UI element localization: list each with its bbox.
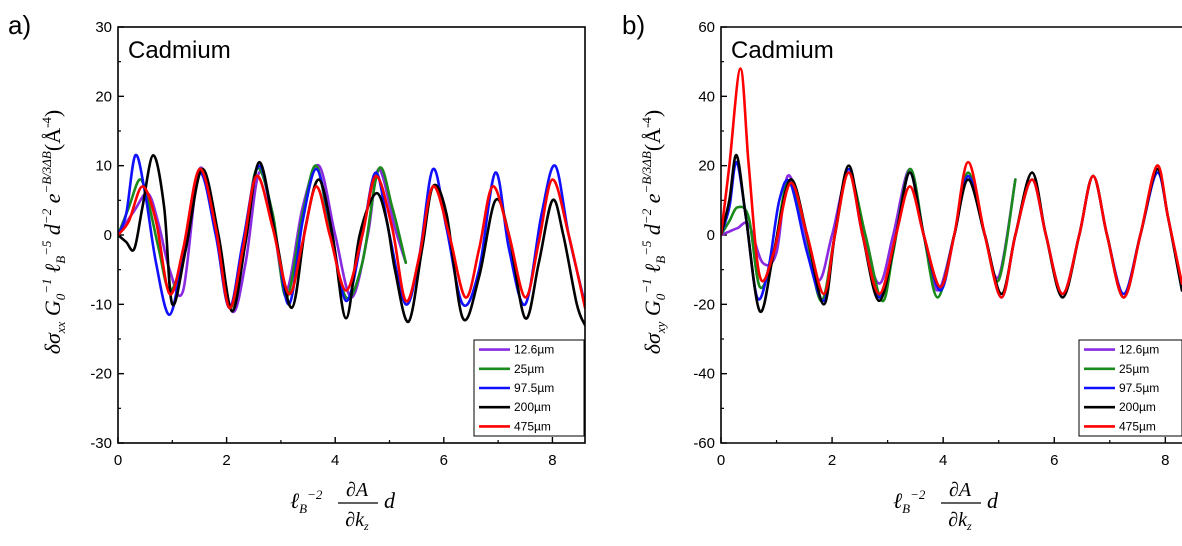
panel-a-ytick-label: 30 (95, 19, 112, 36)
panel-a-series (118, 153, 585, 327)
panel-b-ytick-label: -60 (693, 435, 715, 452)
panel-b-series-line-0 (721, 167, 1017, 292)
panel-a-ytick-label: -20 (90, 366, 112, 383)
panel-b-legend-label-1: 25µm (1119, 362, 1149, 376)
panel-b-axes: 0 2 4 6 8 -60 -40 -20 0 20 40 60 (693, 19, 1169, 469)
panel-a: a) δσxx G0−1 ℓB−5 d−2 e−B/3ΔB(Å-4) ℓB−2 … (8, 10, 586, 533)
panel-a-ytick-label: 20 (95, 88, 112, 105)
svg-text:ℓB−2: ℓB−2 (893, 487, 926, 516)
panel-a-ytick-label: -10 (90, 296, 112, 313)
svg-text:∂A: ∂A (949, 479, 972, 501)
panel-b-frame (720, 26, 1182, 444)
panel-b-legend-label-4: 475µm (1119, 419, 1156, 433)
panel-a-title: Cadmium (128, 37, 231, 64)
panel-b-series-line-4 (721, 67, 1182, 299)
panel-a-ytick-label: 0 (104, 227, 112, 244)
panel-b-series (721, 67, 1182, 313)
panel-b-ytick-label: -20 (693, 296, 715, 313)
panel-a-legend: 12.6µm 25µm 97.5µm 200µm 475µm (473, 339, 585, 437)
svg-text:δσxx G0−1 ℓB−5 d−2 e−B/3ΔB(Å-4: δσxx G0−1 ℓB−5 d−2 e−B/3ΔB(Å-4) (39, 110, 68, 355)
panel-b-ylabel: δσxy G0−1 ℓB−5 d−2 e−B/3ΔB(Å-4) (639, 110, 668, 355)
svg-text:d: d (987, 488, 999, 513)
panel-a-xtick-label: 0 (114, 452, 122, 469)
panel-a-series-line-4 (118, 167, 585, 310)
svg-text:∂kz: ∂kz (948, 509, 972, 533)
panel-a-frame (117, 26, 586, 444)
panel-b-ytick-label: 60 (698, 19, 715, 36)
panel-a-legend-label-1: 25µm (514, 362, 544, 376)
panel-b-xtick-label: 8 (1161, 452, 1169, 469)
panel-b-legend-label-0: 12.6µm (1119, 343, 1159, 357)
svg-text:d: d (384, 488, 396, 513)
panel-b-legend: 12.6µm 25µm 97.5µm 200µm 475µm (1078, 339, 1182, 437)
svg-text:∂A: ∂A (346, 479, 369, 501)
panel-b-label: b) (622, 10, 645, 40)
panel-b-xtick-label: 4 (939, 452, 947, 469)
panel-a-xtick-label: 4 (331, 452, 339, 469)
panel-a-legend-label-2: 97.5µm (514, 381, 554, 395)
panel-a-legend-label-0: 12.6µm (514, 343, 554, 357)
panel-b-series-line-3 (721, 153, 1182, 313)
svg-text:δσxy G0−1 ℓB−5 d−2 e−B/3ΔB(Å-4: δσxy G0−1 ℓB−5 d−2 e−B/3ΔB(Å-4) (639, 110, 668, 355)
panel-a-xtick-label: 6 (440, 452, 448, 469)
panel-a-series-line-3 (118, 153, 585, 327)
panel-a-legend-label-4: 475µm (514, 419, 551, 433)
panel-b-title: Cadmium (731, 37, 834, 64)
panel-b: b) δσxy G0−1 ℓB−5 d−2 e−B/3ΔB(Å-4) ℓB−2 … (622, 10, 1182, 533)
panel-a-ylabel: δσxx G0−1 ℓB−5 d−2 e−B/3ΔB(Å-4) (39, 110, 68, 355)
panel-b-ytick-label: 20 (698, 158, 715, 175)
panel-a-xtick-label: 8 (548, 452, 556, 469)
panel-b-xtick-label: 6 (1050, 452, 1058, 469)
panel-b-ytick-label: -40 (693, 366, 715, 383)
panel-b-legend-label-3: 200µm (1119, 400, 1156, 414)
panel-b-xtick-label: 0 (717, 452, 725, 469)
panel-b-ytick-label: 40 (698, 88, 715, 105)
panel-a-xtick-label: 2 (222, 452, 230, 469)
panel-a-label: a) (8, 10, 31, 40)
panel-b-xtick-label: 2 (828, 452, 836, 469)
panel-a-ytick-label: -30 (90, 435, 112, 452)
panel-a-xlabel: ℓB−2 ∂A ∂kz d (290, 479, 396, 533)
panel-a-legend-label-3: 200µm (514, 400, 551, 414)
svg-text:ℓB−2: ℓB−2 (290, 487, 323, 516)
svg-text:∂kz: ∂kz (345, 509, 369, 533)
panel-b-xlabel: ℓB−2 ∂A ∂kz d (893, 479, 999, 533)
panel-a-ytick-label: 10 (95, 158, 112, 175)
panel-b-legend-label-2: 97.5µm (1119, 381, 1159, 395)
panel-b-ytick-label: 0 (707, 227, 715, 244)
